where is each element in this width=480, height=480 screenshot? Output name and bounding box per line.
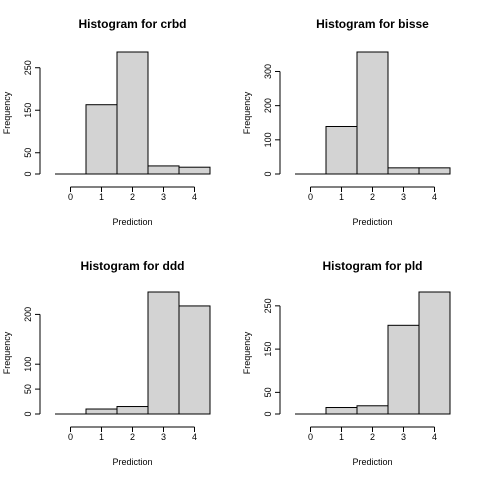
histogram-panel: Histogram for pld 0 1 2 3 4 Prediction 0 50 150 25… bbox=[242, 259, 451, 467]
y-axis-label: Frequency bbox=[2, 91, 12, 134]
chart-title: Histogram for pld bbox=[322, 259, 422, 273]
chart-title: Histogram for ddd bbox=[81, 259, 185, 273]
histogram-bar bbox=[147, 165, 180, 175]
y-tick-label: 100 bbox=[263, 132, 273, 147]
histogram-panel: Histogram for crbd 0 1 2 3 4 Prediction 0 50 150 2… bbox=[2, 17, 211, 227]
x-tick-label: 3 bbox=[401, 192, 406, 202]
x-tick-label: 1 bbox=[99, 192, 104, 202]
x-tick-label: 4 bbox=[432, 192, 437, 202]
histogram-bar bbox=[178, 305, 211, 415]
histogram-bar bbox=[387, 167, 420, 175]
y-axis-label: Frequency bbox=[242, 331, 252, 374]
y-tick-label: 200 bbox=[23, 307, 33, 322]
x-tick-label: 1 bbox=[99, 432, 104, 442]
histogram-bar bbox=[418, 167, 451, 175]
y-tick-label: 50 bbox=[23, 384, 33, 394]
y-tick-label: 0 bbox=[23, 411, 33, 416]
histogram-bar bbox=[356, 405, 389, 415]
histogram-bar bbox=[387, 324, 420, 415]
histogram-bar bbox=[116, 51, 149, 175]
y-tick-label: 300 bbox=[263, 64, 273, 79]
histogram-bar bbox=[418, 291, 451, 415]
histogram-bar bbox=[325, 407, 358, 415]
y-tick-label: 150 bbox=[263, 342, 273, 357]
histogram-bar bbox=[356, 51, 389, 175]
x-axis-label: Prediction bbox=[352, 457, 392, 467]
chart-title: Histogram for crbd bbox=[78, 17, 186, 31]
histogram-bar bbox=[85, 104, 118, 175]
x-tick-label: 4 bbox=[192, 192, 197, 202]
x-tick-label: 4 bbox=[432, 432, 437, 442]
y-axis-label: Frequency bbox=[2, 331, 12, 374]
x-axis-label: Prediction bbox=[112, 217, 152, 227]
x-tick-label: 3 bbox=[161, 432, 166, 442]
x-tick-label: 3 bbox=[161, 192, 166, 202]
x-tick-label: 0 bbox=[308, 432, 313, 442]
x-tick-label: 1 bbox=[339, 192, 344, 202]
x-tick-label: 4 bbox=[192, 432, 197, 442]
x-tick-label: 0 bbox=[68, 432, 73, 442]
y-tick-label: 0 bbox=[23, 171, 33, 176]
y-tick-label: 200 bbox=[263, 98, 273, 113]
histogram-panel: Histogram for bisse 0 1 2 3 4 Prediction 0 100 20… bbox=[242, 17, 451, 227]
histogram-panel: Histogram for ddd 0 1 2 3 4 Prediction 0 50 100 20… bbox=[2, 259, 211, 467]
y-axis-label: Frequency bbox=[242, 91, 252, 134]
x-tick-label: 2 bbox=[370, 192, 375, 202]
histogram-bar bbox=[85, 408, 118, 415]
y-tick-label: 0 bbox=[263, 171, 273, 176]
x-tick-label: 2 bbox=[130, 432, 135, 442]
x-tick-label: 2 bbox=[130, 192, 135, 202]
histogram-bar bbox=[178, 166, 211, 175]
y-tick-label: 250 bbox=[23, 60, 33, 75]
x-tick-label: 3 bbox=[401, 432, 406, 442]
y-tick-label: 250 bbox=[263, 298, 273, 313]
y-tick-label: 50 bbox=[263, 387, 273, 397]
x-axis-label: Prediction bbox=[112, 457, 152, 467]
y-tick-label: 0 bbox=[263, 411, 273, 416]
y-tick-label: 50 bbox=[23, 148, 33, 158]
x-tick-label: 2 bbox=[370, 432, 375, 442]
chart-title: Histogram for bisse bbox=[316, 17, 429, 31]
histogram-bar bbox=[325, 125, 358, 175]
x-tick-label: 0 bbox=[68, 192, 73, 202]
y-tick-label: 100 bbox=[23, 357, 33, 372]
y-tick-label: 150 bbox=[23, 103, 33, 118]
x-tick-label: 1 bbox=[339, 432, 344, 442]
x-axis-label: Prediction bbox=[352, 217, 392, 227]
x-tick-label: 0 bbox=[308, 192, 313, 202]
histogram-bar bbox=[116, 406, 149, 415]
histogram-bar bbox=[147, 291, 180, 415]
